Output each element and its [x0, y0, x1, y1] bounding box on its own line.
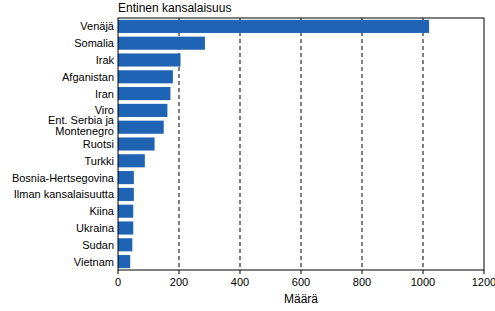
grid-line — [423, 18, 424, 270]
category-label: Ukraina — [76, 222, 115, 234]
bar — [118, 137, 155, 150]
category-label: Somalia — [74, 37, 115, 49]
bar — [118, 87, 170, 100]
bars — [118, 20, 429, 268]
grid-line — [362, 18, 363, 270]
bar — [118, 70, 173, 83]
chart-container: 0 200 400 600 800 1000 1200 Venäjä Somalia Irak Af… — [0, 0, 495, 311]
category-label: Bosnia-Hertsegovina — [12, 172, 115, 184]
category-label: Sudan — [82, 239, 114, 251]
bar — [118, 238, 132, 251]
category-label-line: Afganistan — [62, 71, 114, 83]
category-label-line: Ruotsi — [83, 138, 114, 150]
bar — [118, 188, 134, 201]
tick-label: 800 — [353, 276, 371, 288]
chart-svg: 0 200 400 600 800 1000 1200 Venäjä Somalia Irak Af… — [0, 0, 495, 311]
bar — [118, 205, 133, 218]
bar — [118, 20, 429, 33]
tick-mark — [362, 270, 363, 274]
tick-label: 600 — [292, 276, 310, 288]
bar — [118, 171, 134, 184]
tick-label: 1000 — [411, 276, 435, 288]
category-label-line: Ukraina — [76, 222, 115, 234]
category-label-line: Irak — [96, 54, 115, 66]
tick-mark — [301, 270, 302, 274]
category-label: Irak — [96, 54, 115, 66]
title: Entinen kansalaisuus — [118, 1, 231, 15]
tick-mark — [484, 270, 485, 274]
category-label: Afganistan — [62, 71, 114, 83]
category-label: Turkki — [84, 155, 114, 167]
tick-label: 0 — [115, 276, 121, 288]
bar — [118, 121, 164, 134]
category-label: Ilman kansalaisuutta — [14, 188, 115, 200]
bar — [118, 154, 145, 167]
tick-label: 400 — [231, 276, 249, 288]
bar — [118, 255, 130, 268]
category-label: Venäjä — [80, 20, 115, 32]
category-label-line: Venäjä — [80, 20, 115, 32]
plot-frame — [118, 18, 484, 270]
grid-line — [301, 18, 302, 270]
tick-mark — [118, 270, 119, 274]
category-label: Vietnam — [74, 256, 114, 268]
tick-mark — [179, 270, 180, 274]
tick-mark — [240, 270, 241, 274]
grid-line — [240, 18, 241, 270]
category-label-line: Ilman kansalaisuutta — [14, 188, 115, 200]
category-label-line: Iran — [95, 88, 114, 100]
category-label-line: Kiina — [90, 205, 115, 217]
category-label-line: Vietnam — [74, 256, 114, 268]
tick-label: 1200 — [472, 276, 495, 288]
category-label-line: Somalia — [74, 37, 115, 49]
category-label-line: Turkki — [84, 155, 114, 167]
category-label: Ruotsi — [83, 138, 114, 150]
axis-label: Määrä — [284, 292, 318, 306]
tick-mark — [423, 270, 424, 274]
category-label: Iran — [95, 88, 114, 100]
bar — [118, 221, 133, 234]
category-label-line: Sudan — [82, 239, 114, 251]
bar — [118, 37, 205, 50]
category-label: Kiina — [90, 205, 115, 217]
category-label-line: Bosnia-Hertsegovina — [12, 172, 115, 184]
bar — [118, 53, 181, 66]
tick-label: 200 — [170, 276, 188, 288]
category-label-line: Montenegro — [55, 125, 114, 137]
category-label: Ent. Serbia jaMontenegro — [48, 114, 115, 137]
bar — [118, 104, 167, 117]
